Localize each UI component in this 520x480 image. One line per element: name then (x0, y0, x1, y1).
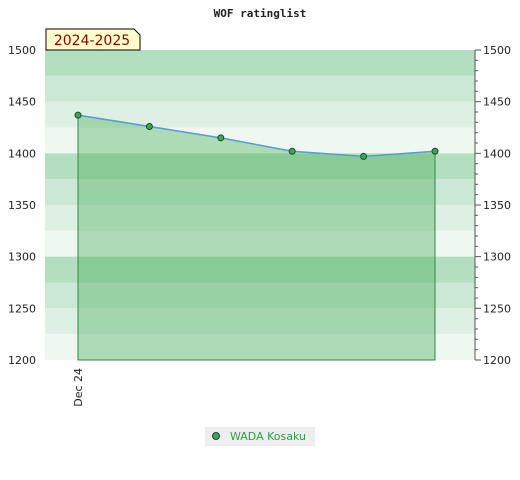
y-tick-label-right: 1300 (483, 251, 511, 264)
y-tick-label-left: 1250 (8, 302, 36, 315)
background-band (45, 153, 475, 180)
data-point (360, 152, 368, 160)
y-tick-label-right: 1200 (483, 354, 511, 367)
background-bands (45, 50, 475, 360)
data-point (431, 147, 439, 155)
y-tick-label-right: 1250 (483, 302, 511, 315)
background-band (45, 334, 475, 360)
background-band (45, 205, 475, 231)
background-band (45, 308, 475, 335)
line-layer (77, 114, 436, 158)
season-badge-label: 2024-2025 (54, 33, 130, 49)
y-tick-label-left: 1400 (8, 147, 36, 160)
background-band (45, 179, 475, 205)
y-tick-label-left: 1300 (8, 251, 36, 264)
data-point (217, 134, 225, 142)
y-axis-left: 1200 1250 1300 1350 1400 1450 1500 (8, 44, 36, 367)
season-badge: 2024-2025 (45, 28, 141, 51)
y-tick-label-left: 1200 (8, 354, 36, 367)
y-tick-label-left: 1350 (8, 199, 36, 212)
points-layer (74, 111, 439, 160)
background-band (45, 75, 475, 102)
background-band (45, 127, 475, 154)
y-tick-label-left: 1450 (8, 96, 36, 109)
background-band (45, 230, 475, 257)
series-line (77, 114, 436, 158)
y-tick-label-right: 1350 (483, 199, 511, 212)
background-band (45, 50, 475, 76)
y-tick-label-right: 1450 (483, 96, 511, 109)
data-point (288, 147, 296, 155)
x-tick-label: Dec 24 (72, 368, 85, 407)
data-point (145, 122, 153, 130)
chart-title: WOF ratinglist (214, 7, 307, 20)
y-tick-label-right: 1500 (483, 44, 511, 57)
background-band (45, 256, 475, 283)
background-band (45, 101, 475, 128)
background-band (45, 282, 475, 309)
legend: WADA Kosaku (205, 427, 315, 446)
y-tick-label-left: 1500 (8, 44, 36, 57)
legend-marker (212, 432, 220, 440)
legend-label: WADA Kosaku (230, 430, 306, 443)
y-tick-label-right: 1400 (483, 147, 511, 160)
data-point (74, 111, 82, 119)
x-axis: Dec 24 (72, 368, 85, 407)
y-axis-right: 1200 1250 1300 1350 1400 1450 1500 (474, 44, 511, 367)
